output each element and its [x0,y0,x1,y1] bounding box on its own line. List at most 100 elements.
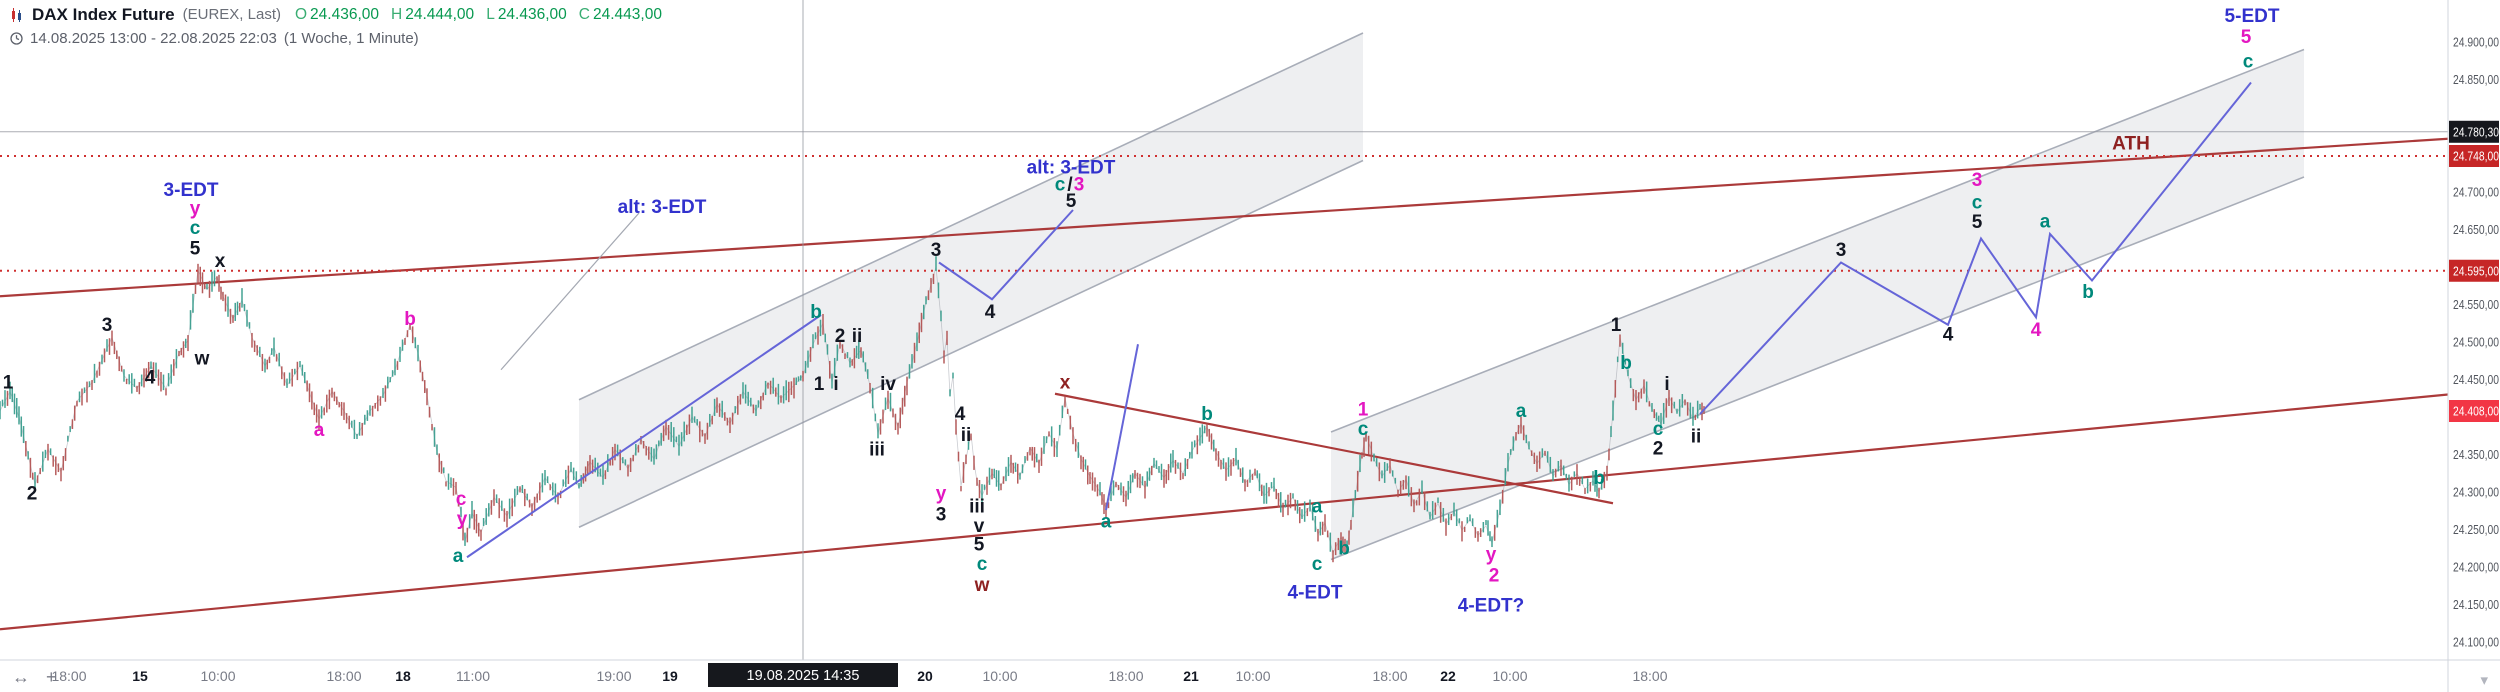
svg-text:y: y [190,199,201,220]
svg-text:19.08.2025 14:35: 19.08.2025 14:35 [747,668,860,684]
svg-text:w: w [974,575,990,596]
svg-text:24.100,00: 24.100,00 [2453,636,2499,650]
ohlc-values: O 24.436,00 H 24.444,00 L 24.436,00 C 24.443… [295,5,662,25]
symbol-source: (EUREX, Last) [182,6,281,23]
svg-text:2: 2 [1489,565,1500,586]
svg-text:24.408,00: 24.408,00 [2453,405,2499,419]
svg-text:a: a [1516,401,1527,422]
svg-text:4-EDT?: 4-EDT? [1458,595,1525,616]
svg-text:/: / [1067,175,1073,196]
svg-text:4: 4 [2031,320,2042,341]
svg-text:ATH: ATH [2112,133,2150,154]
svg-text:2: 2 [1653,439,1664,460]
svg-text:5: 5 [974,535,985,556]
svg-text:v: v [974,516,985,537]
svg-text:b: b [810,302,822,323]
add-icon[interactable]: + [46,667,57,687]
svg-text:5: 5 [190,238,201,259]
svg-text:10:00: 10:00 [1492,668,1527,684]
svg-text:2: 2 [27,484,38,505]
svg-text:24.900,00: 24.900,00 [2453,36,2499,50]
legend-range-row: 14.08.2025 13:00 - 22.08.2025 22:03 (1 W… [10,30,662,47]
low-value: 24.436,00 [497,6,567,23]
svg-text:c: c [1972,193,1983,214]
svg-text:x: x [1060,373,1071,394]
close-label: C [578,6,590,23]
svg-text:b: b [404,309,416,330]
close-value: 24.443,00 [592,6,662,23]
svg-text:y: y [457,509,468,530]
open-label: O [294,6,308,23]
low-label: L [486,6,495,23]
svg-text:24.850,00: 24.850,00 [2453,73,2499,87]
svg-text:1: 1 [3,373,14,394]
svg-text:c: c [456,489,467,510]
svg-text:1: 1 [814,374,825,395]
svg-text:4-EDT: 4-EDT [1288,583,1343,604]
svg-text:4: 4 [145,367,156,388]
svg-text:20: 20 [917,668,933,684]
svg-text:5-EDT: 5-EDT [2225,6,2280,27]
svg-text:ii: ii [852,326,863,347]
drawings-layer [0,0,2449,660]
svg-text:y: y [1486,544,1497,565]
svg-text:a: a [453,546,464,567]
svg-text:18:00: 18:00 [1108,668,1143,684]
svg-text:18:00: 18:00 [51,668,86,684]
svg-text:3: 3 [102,315,113,336]
svg-text:5: 5 [1066,191,1077,212]
svg-text:b: b [1201,404,1213,425]
chart-interval: (1 Woche, 1 Minute) [283,30,419,47]
svg-text:c: c [1358,419,1369,440]
clock-icon [10,32,23,45]
svg-text:ii: ii [961,425,972,446]
svg-text:18:00: 18:00 [1632,668,1667,684]
svg-text:x: x [215,251,226,272]
svg-text:19:00: 19:00 [596,668,631,684]
svg-text:24.550,00: 24.550,00 [2453,298,2499,312]
svg-text:3: 3 [1836,240,1847,261]
svg-text:w: w [194,349,210,370]
svg-text:3: 3 [1074,175,1085,196]
svg-text:c: c [1055,175,1066,196]
symbol-name[interactable]: DAX Index Future [32,5,175,24]
svg-text:24.200,00: 24.200,00 [2453,561,2499,575]
open-value: 24.436,00 [310,6,380,23]
svg-text:3: 3 [936,505,947,526]
svg-text:3-EDT: 3-EDT [164,180,219,201]
high-label: H [391,6,403,23]
chart-legend: DAX Index Future (EUREX, Last) O 24.436,0… [10,5,662,47]
axis-settings-icon[interactable]: ▾ [2480,672,2488,689]
svg-text:iii: iii [869,439,885,460]
svg-text:i: i [833,374,838,395]
svg-text:4: 4 [955,404,966,425]
svg-text:18: 18 [395,668,411,684]
visible-date-range: 14.08.2025 13:00 - 22.08.2025 22:03 [30,30,277,47]
svg-text:10:00: 10:00 [200,668,235,684]
high-value: 24.444,00 [405,6,475,23]
svg-text:24.650,00: 24.650,00 [2453,223,2499,237]
svg-text:alt: 3-EDT: alt: 3-EDT [618,197,707,218]
svg-text:ii: ii [1691,427,1702,448]
svg-text:1: 1 [1611,315,1622,336]
svg-text:iii: iii [969,496,985,517]
svg-text:24.250,00: 24.250,00 [2453,523,2499,537]
svg-text:24.700,00: 24.700,00 [2453,186,2499,200]
projection-lines [466,81,2252,559]
svg-text:24.500,00: 24.500,00 [2453,336,2499,350]
svg-text:c: c [2243,52,2254,73]
svg-text:iv: iv [880,374,896,395]
svg-text:24.748,00: 24.748,00 [2453,150,2499,164]
svg-text:2: 2 [835,326,846,347]
svg-text:alt: 3-EDT: alt: 3-EDT [1027,157,1116,178]
svg-text:b: b [1620,353,1632,374]
pan-horizontal-icon[interactable]: ↔ [12,667,30,687]
svg-text:3: 3 [931,240,942,261]
svg-text:4: 4 [985,302,996,323]
svg-text:b: b [2082,282,2094,303]
svg-text:24.150,00: 24.150,00 [2453,598,2499,612]
svg-text:22: 22 [1440,668,1456,684]
